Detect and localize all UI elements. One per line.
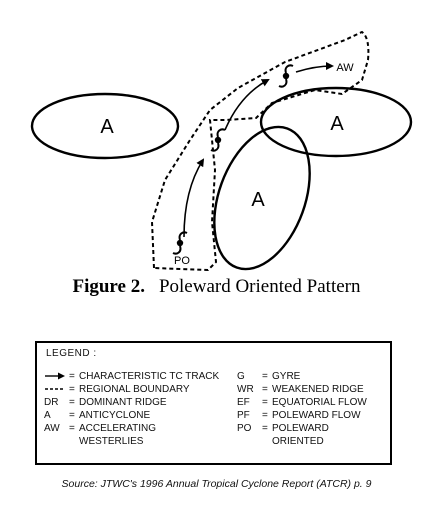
legend-abbreviation: PF <box>237 410 250 421</box>
label-accelerating-westerlies: AW <box>336 62 354 74</box>
cyclone-symbol-mid <box>210 128 226 152</box>
legend-entry: WESTERLIES <box>44 436 219 449</box>
legend-equals: = <box>69 371 75 382</box>
legend-equals: = <box>262 410 268 421</box>
legend-abbreviation: A <box>44 410 51 421</box>
legend-entry: PF = POLEWARD FLOW <box>237 410 367 423</box>
legend-definition: POLEWARD <box>272 423 329 434</box>
label-poleward-oriented: PO <box>174 255 190 267</box>
tc-track-lower <box>183 158 205 238</box>
tc-track-upper <box>295 62 334 73</box>
anticyclone-center-ellipse <box>213 125 311 271</box>
legend-definition: WESTERLIES <box>79 436 144 447</box>
regional-boundary <box>150 30 370 272</box>
legend-definition: CHARACTERISTIC TC TRACK <box>79 371 220 382</box>
legend-entry: ORIENTED <box>237 436 367 449</box>
legend-abbreviation: EF <box>237 397 250 408</box>
legend-definition: GYRE <box>272 371 301 382</box>
legend-entry: G = GYRE <box>237 371 367 384</box>
label-anticyclone-center: A <box>251 189 265 211</box>
legend-abbreviation: DR <box>44 397 59 408</box>
legend-abbreviation: WR <box>237 384 254 395</box>
legend-abbreviation: G <box>237 371 245 382</box>
pattern-diagram: A A A AW PO <box>30 30 413 272</box>
legend-abbreviation: PO <box>237 423 252 434</box>
label-anticyclone-west: A <box>100 116 114 138</box>
legend-equals: = <box>69 397 75 408</box>
legend-definition: ANTICYCLONE <box>79 410 151 421</box>
legend-definition: ORIENTED <box>272 436 324 447</box>
legend-equals: = <box>262 384 268 395</box>
legend-entry: AW = ACCELERATING <box>44 423 219 436</box>
anticyclone-east-ellipse <box>259 86 413 158</box>
legend-definition: EQUATORIAL FLOW <box>272 397 367 408</box>
legend-equals: = <box>262 423 268 434</box>
figure-caption: Figure 2. Poleward Oriented Pattern <box>0 276 433 298</box>
cyclone-symbol-upper <box>278 64 294 88</box>
legend-equals: = <box>262 397 268 408</box>
legend-entry: EF = EQUATORIAL FLOW <box>237 397 367 410</box>
legend-column-right: G = GYRE WR = WEAKENED RIDGE EF = EQUATORIAL FLO… <box>237 371 367 449</box>
figure-title: Poleward Oriented Pattern <box>158 276 361 297</box>
legend-entry: = REGIONAL BOUNDARY <box>44 384 219 397</box>
label-anticyclone-east: A <box>330 113 344 135</box>
legend-entry: WR = WEAKENED RIDGE <box>237 384 367 397</box>
figure-number: Figure 2. <box>72 276 145 297</box>
source-citation: Source: JTWC's 1996 Annual Tropical Cycl… <box>61 478 372 490</box>
legend-box: LEGEND : = CHARACTERISTIC TC TRACK = REGION… <box>35 341 392 465</box>
legend-entry: DR = DOMINANT RIDGE <box>44 397 219 410</box>
dashed-boundary-icon <box>44 384 69 396</box>
legend-entry: A = ANTICYCLONE <box>44 410 219 423</box>
legend-entry: PO = POLEWARD <box>237 423 367 436</box>
legend-title: LEGEND : <box>46 348 97 359</box>
legend-definition: REGIONAL BOUNDARY <box>79 384 190 395</box>
anticyclone-west-ellipse <box>30 92 180 160</box>
legend-equals: = <box>69 384 75 395</box>
legend-definition: WEAKENED RIDGE <box>272 384 364 395</box>
legend-column-left: = CHARACTERISTIC TC TRACK = REGIONAL BOUNDA… <box>44 371 219 449</box>
legend-equals: = <box>69 423 75 434</box>
legend-abbreviation: AW <box>44 423 60 434</box>
legend-definition: POLEWARD FLOW <box>272 410 361 421</box>
legend-definition: DOMINANT RIDGE <box>79 397 167 408</box>
track-arrow-icon <box>44 371 69 383</box>
legend-definition: ACCELERATING <box>79 423 157 434</box>
legend-equals: = <box>262 371 268 382</box>
legend-entry: = CHARACTERISTIC TC TRACK <box>44 371 219 384</box>
tc-track-middle <box>224 79 270 131</box>
legend-equals: = <box>69 410 75 421</box>
cyclone-symbol-po <box>172 231 188 255</box>
